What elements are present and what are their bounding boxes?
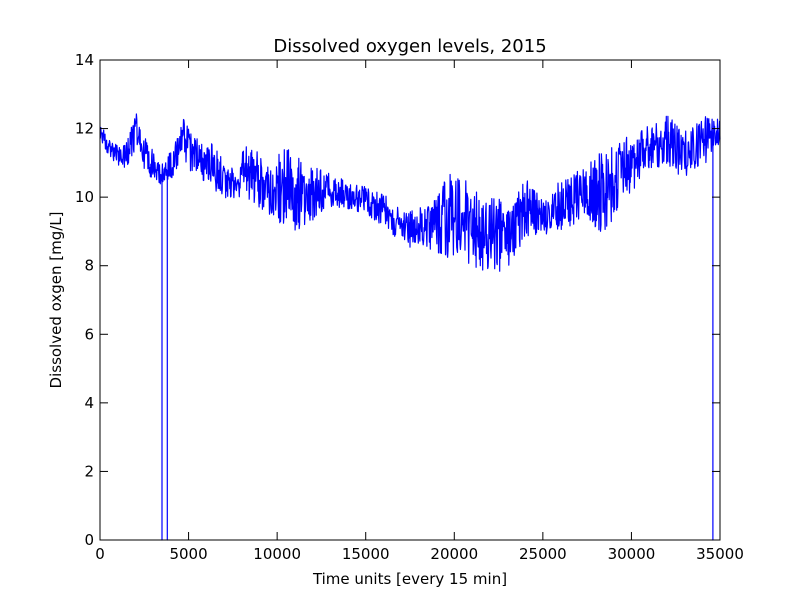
x-tick-label: 35000 — [696, 545, 744, 563]
x-ticks: 0 5000 10000 15000 20000 25000 30000 35000 — [95, 60, 744, 563]
axes-frame — [99, 59, 721, 541]
y-tick-label: 12 — [75, 120, 94, 138]
plot-area: 0 5000 10000 15000 20000 25000 30000 35000 0 2 4 6… — [75, 51, 744, 563]
x-tick-label: 0 — [95, 545, 105, 563]
y-tick-label: 0 — [84, 531, 94, 549]
chart-title: Dissolved oxygen levels, 2015 — [273, 36, 546, 57]
y-tick-label: 6 — [84, 325, 94, 343]
x-tick-label: 5000 — [169, 545, 207, 563]
y-tick-label: 4 — [84, 394, 94, 412]
x-tick-label: 15000 — [342, 545, 390, 563]
x-tick-label: 10000 — [253, 545, 301, 563]
y-tick-label: 10 — [75, 188, 94, 206]
y-tick-label: 14 — [75, 51, 94, 69]
y-ticks: 0 2 4 6 8 10 12 14 — [75, 51, 720, 549]
data-series-line — [99, 113, 721, 541]
x-tick-label: 30000 — [608, 545, 656, 563]
y-axis-label: Dissolved oxgen [mg/L] — [47, 212, 65, 389]
y-tick-label: 2 — [84, 462, 94, 480]
x-tick-label: 20000 — [430, 545, 478, 563]
series-layer — [99, 113, 721, 541]
x-tick-label: 25000 — [519, 545, 567, 563]
y-tick-label: 8 — [84, 257, 94, 275]
x-axis-label: Time units [every 15 min] — [312, 570, 507, 588]
